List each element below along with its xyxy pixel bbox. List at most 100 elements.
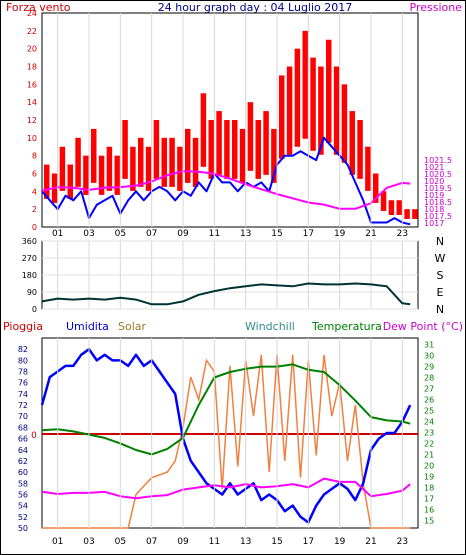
humidity-y-tick: 58 bbox=[18, 479, 28, 488]
pressure-y-tick: 1017 bbox=[424, 219, 444, 228]
wind-gust-bar bbox=[200, 93, 207, 167]
x-tick-label: 21 bbox=[365, 537, 376, 547]
x-tick-label: 15 bbox=[271, 229, 282, 239]
temperature-y-tick: 16 bbox=[424, 505, 434, 514]
temperature-y-tick: 15 bbox=[424, 516, 434, 525]
wind-gust-bar bbox=[91, 128, 97, 183]
humidity-y-tick: 64 bbox=[18, 446, 28, 455]
wind-gust-bar bbox=[216, 111, 222, 175]
wind-gust-bar bbox=[294, 48, 301, 147]
x-tick-label: 17 bbox=[303, 229, 314, 239]
humidity-y-tick: 62 bbox=[18, 457, 28, 466]
wind-gust-bar bbox=[130, 146, 136, 191]
temperature-y-tick: 22 bbox=[424, 439, 434, 448]
wind-gust-bar bbox=[208, 120, 214, 179]
temperature-y-tick: 21 bbox=[424, 450, 434, 459]
wind-gust-bar bbox=[106, 146, 113, 191]
temperature-line bbox=[41, 363, 411, 456]
wind-y-tick: 24 bbox=[27, 9, 37, 18]
x-tick-label: 03 bbox=[83, 537, 94, 547]
wind-gust-bar bbox=[192, 137, 199, 187]
wind-gust-bar bbox=[138, 137, 144, 187]
x-tick-label: 07 bbox=[146, 537, 157, 547]
wind-gust-bar bbox=[318, 66, 324, 155]
humidity-y-tick: 66 bbox=[18, 435, 28, 444]
direction-y-tick: 90 bbox=[27, 288, 37, 297]
wind-gust-bar bbox=[161, 137, 167, 187]
wind-y-tick: 0 bbox=[32, 223, 37, 232]
x-tick-label: 11 bbox=[209, 229, 220, 239]
pressure-y-tick: 1021.5 bbox=[424, 156, 452, 165]
legend-windchill: Windchill bbox=[245, 320, 295, 333]
wind-gust-bar bbox=[247, 102, 254, 171]
wind-gust-bar bbox=[255, 120, 261, 179]
x-tick-label: 03 bbox=[83, 229, 94, 239]
temperature-y-tick: 24 bbox=[424, 417, 434, 426]
wind-gust-bar bbox=[357, 120, 363, 179]
x-tick-label: 23 bbox=[397, 537, 408, 547]
wind-gust-bar bbox=[310, 57, 316, 151]
x-tick-label: 13 bbox=[240, 537, 251, 547]
humidity-y-tick: 70 bbox=[18, 412, 28, 421]
wind-gust-bar bbox=[302, 30, 308, 139]
pressure-y-tick: 1018 bbox=[424, 205, 444, 214]
wind-gust-bar bbox=[224, 120, 230, 179]
pressure-y-tick: 1019.5 bbox=[424, 184, 452, 193]
wind-gust-bar bbox=[169, 137, 175, 187]
humidity-y-tick: 60 bbox=[18, 468, 28, 477]
compass-label: E bbox=[437, 286, 444, 299]
x-tick-label: 19 bbox=[334, 537, 346, 547]
wind-gust-bar bbox=[153, 120, 160, 179]
wind-gust-bar bbox=[239, 128, 246, 183]
wind-gust-bar bbox=[59, 146, 66, 191]
x-tick-label: 19 bbox=[334, 229, 346, 239]
compass-label: S bbox=[437, 269, 444, 282]
pressure-y-tick: 1018.5 bbox=[424, 198, 452, 207]
temperature-y-tick: 19 bbox=[424, 472, 434, 481]
humidity-y-tick: 52 bbox=[18, 513, 28, 522]
pressure-axis-title: Pressione bbox=[410, 1, 463, 14]
humidity-y-tick: 50 bbox=[18, 524, 28, 533]
humidity-y-tick: 76 bbox=[18, 379, 28, 388]
direction-y-tick: 270 bbox=[22, 254, 37, 263]
humidity-y-tick: 54 bbox=[18, 502, 28, 511]
wind-y-tick: 22 bbox=[27, 27, 37, 36]
wind-gust-bar bbox=[349, 111, 355, 175]
wind-y-tick: 8 bbox=[32, 152, 37, 161]
x-tick-label: 01 bbox=[52, 537, 63, 547]
wind-gust-bar bbox=[177, 146, 183, 191]
legend-pioggia: Pioggia bbox=[3, 320, 43, 333]
wind-gust-bar bbox=[373, 173, 379, 203]
temperature-y-tick: 30 bbox=[424, 352, 434, 361]
wind-y-tick: 14 bbox=[27, 98, 37, 107]
wind-y-tick: 4 bbox=[32, 187, 37, 196]
wind-gust-bar bbox=[232, 120, 238, 179]
x-tick-label: 21 bbox=[365, 229, 376, 239]
direction-y-tick: 360 bbox=[22, 237, 37, 246]
temperature-y-tick: 20 bbox=[424, 461, 434, 470]
direction-y-tick: 180 bbox=[22, 271, 37, 280]
pressure-line bbox=[41, 170, 411, 210]
temperature-y-tick: 29 bbox=[424, 363, 434, 372]
pressure-y-tick: 1021 bbox=[424, 163, 444, 172]
wind-y-tick: 20 bbox=[27, 45, 37, 54]
wind-gust-bar bbox=[114, 155, 120, 195]
x-tick-label: 05 bbox=[115, 537, 126, 547]
temperature-y-tick: 31 bbox=[424, 341, 434, 350]
legend-dewpoint: Dew Point (°C) bbox=[383, 320, 463, 333]
wind-gust-bar bbox=[44, 164, 50, 199]
wind-gust-bar bbox=[286, 66, 293, 155]
wind-gust-bar bbox=[341, 84, 348, 163]
x-tick-label: 13 bbox=[240, 229, 251, 239]
direction-y-tick: 0 bbox=[32, 305, 37, 314]
wind-y-tick: 6 bbox=[32, 170, 37, 179]
wind-gust-bar bbox=[75, 137, 81, 187]
temperature-y-tick: 23 bbox=[424, 428, 434, 437]
wind-gust-bar bbox=[412, 209, 418, 219]
temperature-y-tick: 25 bbox=[424, 406, 434, 415]
wind-average-line bbox=[41, 136, 411, 226]
compass-label: W bbox=[435, 252, 446, 265]
